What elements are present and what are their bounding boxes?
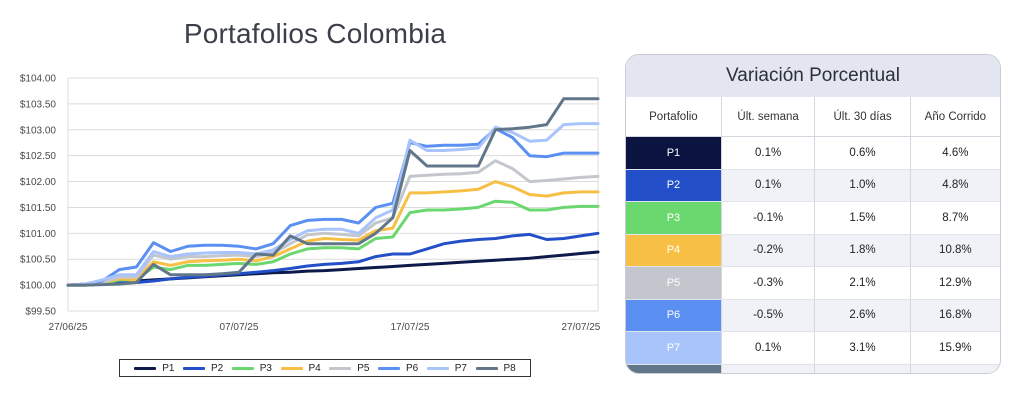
legend-swatch [329,366,352,370]
chart-series [66,97,600,287]
ult-30-dias-cell: 1.5% [814,201,911,235]
legend-swatch [378,366,400,370]
ult-30-dias-cell: 3.1% [814,331,911,365]
table-header-row: Portafolio Últ. semana Últ. 30 días Año … [626,97,1000,137]
legend-swatch [280,366,303,370]
line-chart: $99.50 $100.00 $100.50 $101.00 $101.50 $102.0… [20,74,601,334]
ult-semana-cell: 0.1% [721,169,816,202]
portfolio-name-cell: P8 [626,364,722,373]
y-tick-label: $102.50 [20,151,57,162]
series-line-p5 [66,159,600,287]
x-axis-ticks: 27/06/25 07/07/25 17/07/25 27/07/25 [49,322,601,333]
ano-corrido-cell: 15.9% [910,331,1000,365]
legend-item-p2: P2 [183,363,223,374]
series-line-p4 [66,180,600,287]
ult-30-dias-cell: 1.0% [814,169,911,202]
ano-corrido-cell: 4.8% [910,169,1000,202]
ano-corrido-cell: 4.6% [910,136,1000,170]
legend-swatch [426,366,449,370]
table-row: P2 0.1% 1.0% 4.8% [626,169,1000,202]
legend-item-p8: P8 [475,362,516,374]
table-row: P5 -0.3% 2.1% 12.9% [626,266,1000,300]
ult-semana-cell: -0.3% [721,266,816,300]
table-row: P4 -0.2% 1.8% 10.8% [626,234,1000,267]
ano-corrido-cell: 8.7% [910,201,1000,235]
ult-30-dias-cell: 3.6% [814,364,911,373]
legend-swatch [231,366,254,370]
legend-swatch [134,366,157,370]
table-row: P1 0.1% 0.6% 4.6% [626,136,1000,170]
legend-swatch [183,366,205,370]
y-tick-label: $100.00 [20,281,57,292]
ult-30-dias-cell: 2.1% [814,266,911,300]
legend-item-p5: P5 [329,363,369,374]
table-row: P80.6%3.6%15.4% [626,364,1000,373]
ult-semana-cell: -0.5% [721,299,816,332]
ult-semana-cell: 0.1% [721,331,816,365]
legend-label: P1 [162,362,175,374]
portfolio-name-cell: P4 [626,234,722,267]
legend-label: P5 [357,362,370,374]
legend-item-p1: P1 [134,363,174,374]
portfolio-name-cell: P1 [626,136,722,170]
x-tick-label: 27/07/25 [561,322,600,333]
y-tick-label: $102.00 [20,177,57,188]
header-ult-semana: Últ. semana [721,97,816,137]
y-axis-ticks: $99.50 $100.00 $100.50 $101.00 $101.50 $102.0… [20,74,57,318]
ult-semana-cell: 0.1% [721,136,816,170]
variation-table: Portafolio Últ. semana Últ. 30 días Año … [626,97,1000,373]
legend-item-p6: P6 [378,363,418,374]
y-tick-label: $101.00 [20,229,57,240]
legend-label: P7 [454,362,467,374]
legend-item-p7: P7 [426,362,467,374]
table-row: P3 -0.1% 1.5% 8.7% [626,201,1000,235]
header-ult-30-dias: Últ. 30 días [814,97,911,137]
ano-corrido-cell: 12.9% [910,266,1000,300]
portfolio-name-cell: P6 [626,299,722,332]
chart-gridlines [67,77,599,312]
table-row: P7 0.1% 3.1% 15.9% [626,331,1000,365]
y-tick-label: $101.50 [20,203,57,214]
y-tick-label: $99.50 [25,307,56,318]
ult-30-dias-cell: 2.6% [814,299,911,332]
ano-corrido-cell: 15.4% [910,364,1000,373]
header-ano-corrido: Año Corrido [910,97,1000,137]
series-line-p8 [66,97,600,287]
ult-semana-cell: -0.2% [721,234,816,267]
y-tick-label: $104.00 [20,74,57,85]
table-row: P6 -0.5% 2.6% 16.8% [626,299,1000,332]
variation-table-panel: Variación Porcentual Portafolio Últ. sem… [625,54,1001,374]
portfolio-name-cell: P5 [626,266,722,300]
legend-label: P8 [503,362,516,374]
portfolio-name-cell: P3 [626,201,722,235]
y-tick-label: $103.00 [20,125,57,136]
chart-title: Portafolios Colombia [183,18,447,49]
portfolio-name-cell: P7 [626,331,722,365]
legend-item-p4: P4 [280,362,321,374]
series-line-p2 [66,231,600,287]
ano-corrido-cell: 16.8% [910,299,1000,332]
chart-legend: P1 P2 P3 P4 P5 P6 P7 P8 [119,359,531,377]
legend-label: P4 [308,362,321,374]
ult-30-dias-cell: 1.8% [814,234,911,267]
ult-30-dias-cell: 0.6% [814,136,911,170]
series-line-p7 [66,122,600,287]
legend-item-p3: P3 [231,362,272,374]
y-tick-label: $100.50 [20,255,57,266]
legend-label: P6 [406,362,419,374]
series-line-p6 [66,127,600,287]
ult-semana-cell: 0.6% [721,364,816,373]
portfolio-name-cell: P2 [626,169,722,202]
table-title: Variación Porcentual [626,55,1000,97]
x-tick-label: 17/07/25 [390,322,429,333]
header-portafolio: Portafolio [626,97,722,137]
ult-semana-cell: -0.1% [721,201,816,235]
x-tick-label: 27/06/25 [49,322,88,333]
legend-label: P3 [259,362,272,374]
legend-label: P2 [211,362,224,374]
legend-swatch [475,366,498,370]
y-tick-label: $103.50 [20,99,57,110]
ano-corrido-cell: 10.8% [910,234,1000,267]
x-tick-label: 07/07/25 [219,322,258,333]
